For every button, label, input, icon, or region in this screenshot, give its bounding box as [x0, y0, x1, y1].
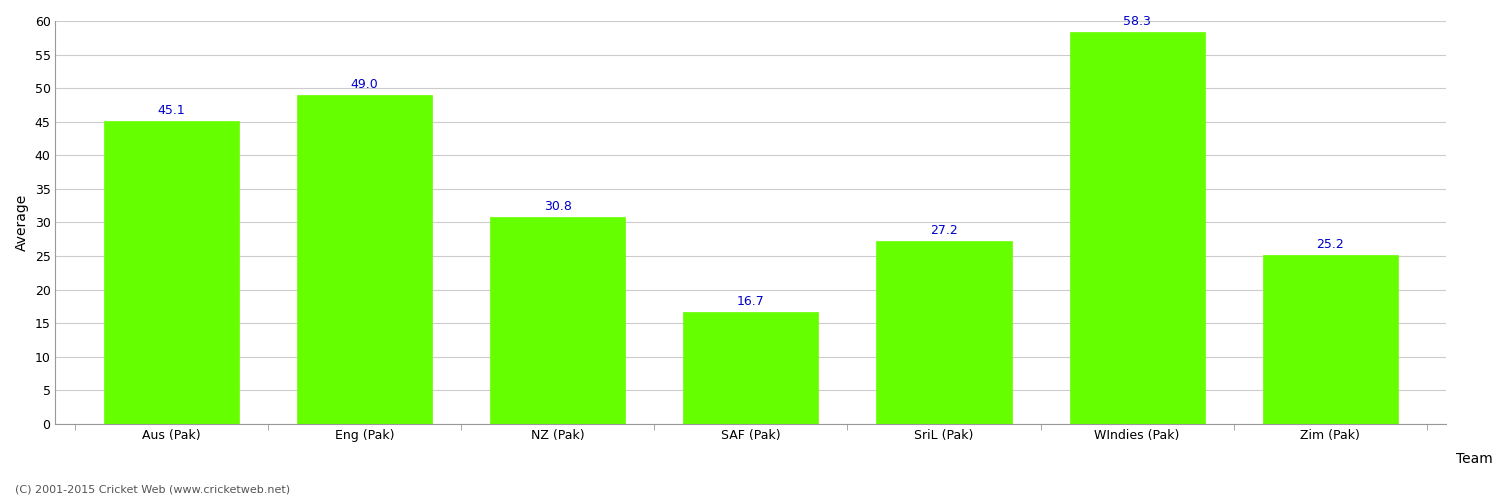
Text: 30.8: 30.8 — [543, 200, 572, 213]
Y-axis label: Average: Average — [15, 194, 28, 251]
Bar — [682, 312, 819, 424]
Bar — [876, 242, 1011, 424]
Text: (C) 2001-2015 Cricket Web (www.cricketweb.net): (C) 2001-2015 Cricket Web (www.cricketwe… — [15, 485, 290, 495]
Bar — [104, 121, 238, 424]
Bar — [1263, 254, 1398, 424]
Text: 58.3: 58.3 — [1124, 16, 1150, 28]
X-axis label: Team: Team — [1455, 452, 1492, 466]
Text: 45.1: 45.1 — [158, 104, 184, 117]
Text: 49.0: 49.0 — [351, 78, 378, 91]
Text: 27.2: 27.2 — [930, 224, 958, 237]
Bar — [297, 95, 432, 424]
Text: 25.2: 25.2 — [1317, 238, 1344, 250]
Bar — [490, 217, 626, 424]
Bar — [1070, 32, 1204, 424]
Text: 16.7: 16.7 — [736, 295, 765, 308]
